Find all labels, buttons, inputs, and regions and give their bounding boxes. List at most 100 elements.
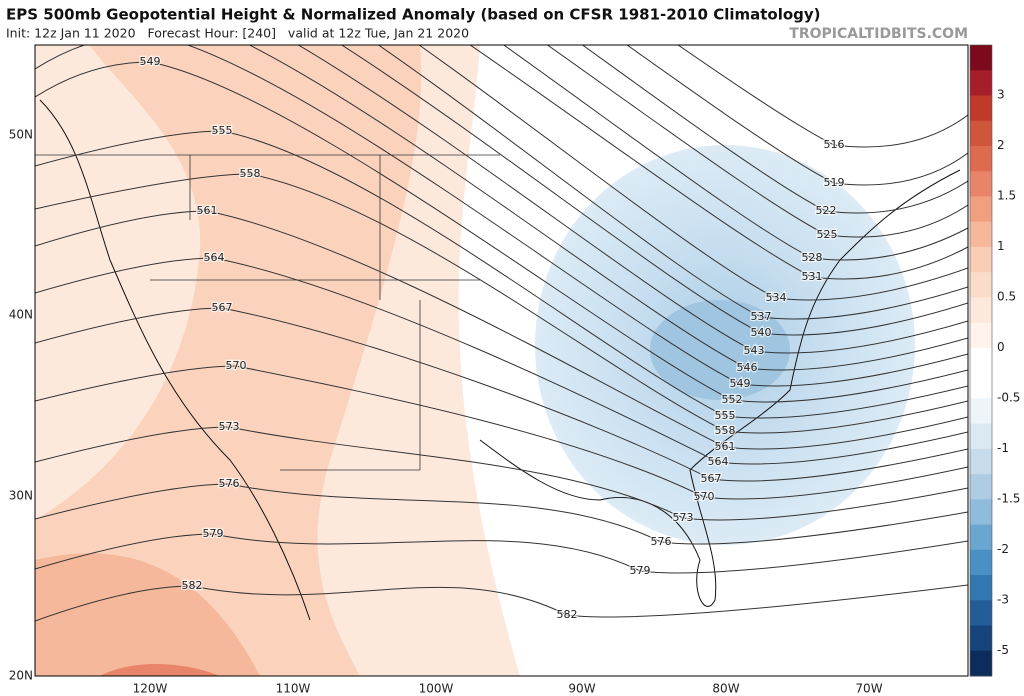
lat-label: 30N bbox=[9, 489, 33, 503]
map-area: 5495555585615645675705735765795825165195… bbox=[35, 45, 968, 676]
colorbar-segment bbox=[970, 171, 992, 197]
contour-label: 558 bbox=[240, 167, 261, 180]
contour-label: 582 bbox=[182, 579, 203, 592]
colorbar-label: -1 bbox=[997, 441, 1009, 455]
contour-label: 525 bbox=[817, 228, 838, 241]
contour-label: 579 bbox=[203, 527, 224, 540]
contour-label: 549 bbox=[140, 55, 161, 68]
contour-label: 549 bbox=[730, 377, 751, 390]
contour-label: 555 bbox=[212, 124, 233, 137]
contour-line bbox=[35, 533, 968, 574]
contour-line bbox=[377, 45, 968, 320]
colorbar-segment bbox=[970, 650, 992, 677]
colorbar-segment bbox=[970, 272, 992, 298]
contour-label: 561 bbox=[715, 440, 736, 453]
lat-label: 20N bbox=[9, 669, 33, 683]
colorbar-segment bbox=[970, 95, 992, 122]
colorbar-label: -1.5 bbox=[997, 492, 1020, 506]
colorbar-label: -2 bbox=[997, 542, 1009, 556]
lon-label: 110W bbox=[276, 682, 311, 696]
contour-line bbox=[35, 173, 968, 434]
colorbar-segment bbox=[970, 297, 992, 324]
contour-line bbox=[35, 257, 968, 465]
contour-label: 546 bbox=[737, 361, 758, 374]
contour-line bbox=[35, 45, 968, 387]
site-name: TROPICALTIDBITS.COM bbox=[789, 26, 968, 42]
colorbar-segment bbox=[970, 499, 992, 526]
colorbar-label: -0.5 bbox=[997, 391, 1020, 405]
contour-line bbox=[418, 45, 968, 301]
contour-label: 573 bbox=[673, 511, 694, 524]
contour-line bbox=[35, 210, 968, 450]
colorbar-segment bbox=[970, 70, 992, 96]
colorbar-segment bbox=[970, 474, 992, 500]
contour-line bbox=[677, 45, 968, 148]
colorbar-segment bbox=[970, 575, 992, 601]
contour-label: 576 bbox=[651, 535, 672, 548]
colorbar-frame bbox=[969, 44, 993, 677]
contour-line bbox=[546, 45, 968, 238]
contour-label: 558 bbox=[715, 424, 736, 437]
contour-line bbox=[35, 426, 968, 521]
colorbar-label: 3 bbox=[997, 88, 1005, 102]
colorbar-segment bbox=[970, 221, 992, 248]
lon-label: 70W bbox=[855, 682, 882, 696]
contour-label: 576 bbox=[219, 477, 240, 490]
contour-label: 555 bbox=[715, 409, 736, 422]
contour-line bbox=[340, 45, 968, 336]
colorbar-segment bbox=[970, 423, 992, 450]
contour-label: 522 bbox=[816, 204, 837, 217]
contour-label: 531 bbox=[802, 270, 823, 283]
colorbar-label: 2 bbox=[997, 138, 1005, 152]
colorbar-label: 0 bbox=[997, 340, 1005, 354]
contour-label: 567 bbox=[701, 472, 722, 485]
colorbar-label: 0.5 bbox=[997, 290, 1016, 304]
colorbar-segment bbox=[970, 45, 992, 71]
contour-line bbox=[581, 45, 968, 214]
lon-label: 100W bbox=[419, 682, 454, 696]
colorbar-segment bbox=[970, 549, 992, 576]
colorbar-segment bbox=[970, 373, 992, 399]
contour-label: 564 bbox=[708, 455, 729, 468]
subtitle: Init: 12z Jan 11 2020 Forecast Hour: [24… bbox=[6, 26, 469, 41]
colorbar-segment bbox=[970, 524, 992, 551]
contour-label: 582 bbox=[557, 608, 578, 621]
colorbar-label: 1 bbox=[997, 239, 1005, 253]
contour-label: 543 bbox=[744, 344, 765, 357]
colorbar-segment bbox=[970, 347, 992, 374]
contour-line bbox=[626, 45, 968, 186]
colorbar-segment bbox=[970, 398, 992, 425]
contour-line bbox=[35, 307, 968, 482]
colorbar-segment bbox=[970, 448, 992, 475]
lon-label: 80W bbox=[712, 682, 739, 696]
contour-line bbox=[35, 130, 968, 419]
contour-label: 516 bbox=[824, 138, 845, 151]
lat-label: 40N bbox=[9, 308, 33, 322]
contour-line bbox=[35, 584, 968, 622]
contour-label: 570 bbox=[226, 359, 247, 372]
contour-line bbox=[502, 45, 968, 261]
colorbar-label: -3 bbox=[997, 593, 1009, 607]
contour-line bbox=[35, 483, 968, 545]
colorbar-label: 1.5 bbox=[997, 189, 1016, 203]
contour-label: 540 bbox=[751, 326, 772, 339]
contour-label: 534 bbox=[766, 291, 787, 304]
colorbar-segment bbox=[970, 625, 992, 652]
colorbar-segment bbox=[970, 322, 992, 349]
contour-label: 552 bbox=[722, 393, 743, 406]
colorbar-segment bbox=[970, 600, 992, 627]
contour-line bbox=[35, 365, 968, 500]
lon-label: 120W bbox=[133, 682, 168, 696]
contour-label: 561 bbox=[197, 204, 218, 217]
lat-label: 50N bbox=[9, 128, 33, 142]
colorbar-segment bbox=[970, 246, 992, 273]
colorbar-label: -5 bbox=[997, 643, 1009, 657]
contour-line bbox=[248, 45, 968, 371]
contour-label: 564 bbox=[204, 251, 225, 264]
contour-line bbox=[469, 45, 968, 280]
contour-line bbox=[35, 61, 968, 403]
colorbar-segment bbox=[970, 120, 992, 147]
contour-label: 573 bbox=[219, 420, 240, 433]
contour-label: 567 bbox=[212, 301, 233, 314]
